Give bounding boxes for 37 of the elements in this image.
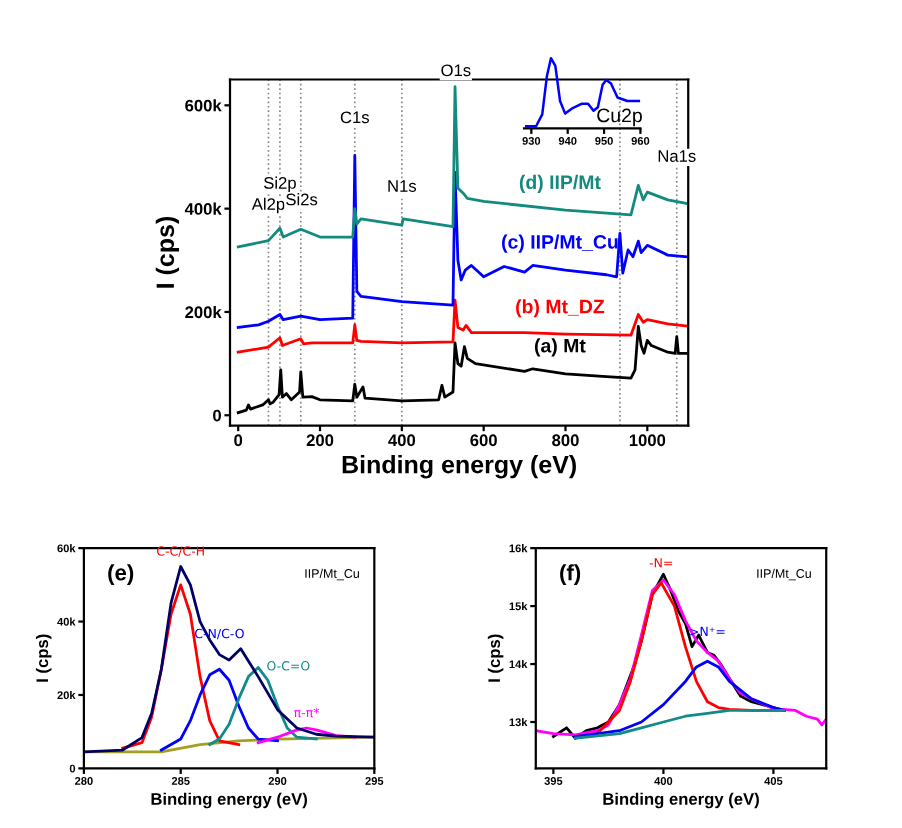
x-axis-title: Binding energy (eV) [603, 792, 759, 809]
annotation: C1s [340, 111, 370, 124]
x-tick-label: 400 [388, 434, 416, 447]
line-series [236, 298, 688, 354]
y-axis-title: I (cps) [35, 634, 52, 682]
x-tick-label: 1000 [629, 434, 666, 447]
annotation: (f) [560, 564, 581, 585]
x-tick-label: 600 [470, 434, 497, 447]
series-label: (b) Mt_DZ [516, 299, 605, 318]
line-series [574, 659, 786, 738]
series-label: (c) IIP/Mt_Cu [502, 234, 618, 253]
series-label: (a) Mt [534, 338, 586, 357]
y-tick-label: 0 [213, 409, 221, 422]
annotation: O1s [441, 64, 471, 77]
line-series [83, 565, 375, 754]
y-tick-label: 200k [185, 305, 222, 319]
x-axis-title: Binding energy (eV) [342, 455, 576, 479]
annotation: Si2p [264, 176, 296, 193]
line-series [121, 583, 241, 750]
series-label: (d) IIP/Mt [519, 174, 601, 193]
line-series [159, 667, 279, 752]
y-axis-title: I (cps) [155, 216, 180, 288]
line-series [574, 709, 786, 740]
annotation: Na1s [658, 150, 696, 162]
annotation: N1s [388, 180, 417, 192]
annotation: Al2p [251, 197, 285, 214]
x-tick-label: 800 [552, 434, 579, 447]
annotation: Cu2p [597, 108, 642, 127]
line-series [256, 726, 357, 745]
x-tick-label: 200 [306, 434, 334, 447]
x-axis-title: Binding energy (eV) [151, 792, 307, 809]
y-tick-label: 600k [185, 99, 222, 112]
annotation: (e) [108, 564, 134, 585]
x-tick-label: 0 [234, 434, 243, 447]
annotation: Si2s [286, 193, 318, 206]
y-tick-label: 400k [184, 202, 222, 215]
y-axis-title: I (cps) [487, 634, 504, 682]
